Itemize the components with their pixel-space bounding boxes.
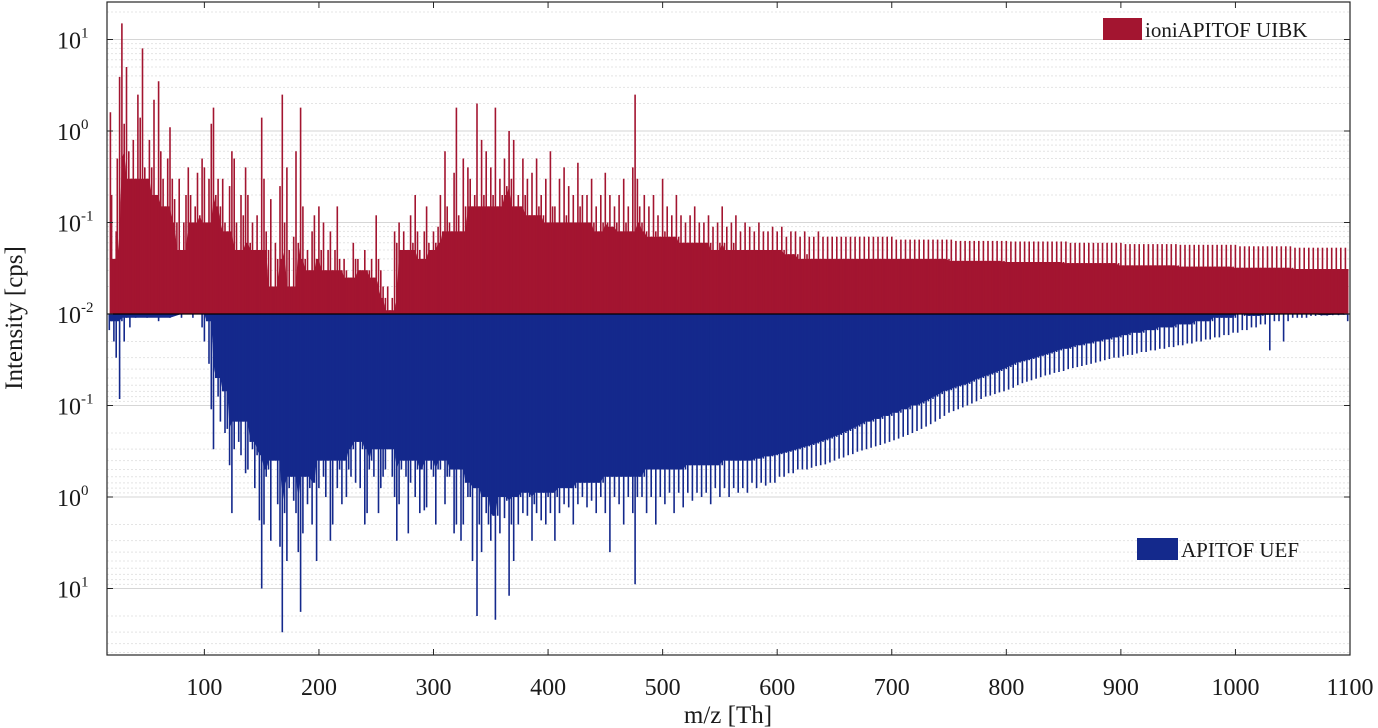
x-tick-label: 1000 — [1211, 675, 1259, 701]
y-axis-title: Intensity [cps] — [1, 246, 28, 390]
x-tick-label: 1100 — [1326, 675, 1373, 701]
y-tick-label: 100 — [57, 117, 89, 146]
series-ioniapitof-uibk-bars — [109, 23, 1349, 314]
x-tick-label: 100 — [186, 675, 222, 701]
y-tick-label: 10-1 — [57, 209, 94, 238]
y-tick-label: 10-2 — [57, 300, 94, 329]
x-tick-label: 500 — [645, 675, 681, 701]
y-tick-label: 10-1 — [57, 392, 94, 421]
legend-ioniapitof-uibk: ioniAPITOF UIBK — [1103, 18, 1307, 42]
x-tick-label: 800 — [988, 675, 1024, 701]
legend-label-ioniapitof-uibk: ioniAPITOF UIBK — [1145, 18, 1307, 42]
y-tick-label: 101 — [57, 575, 89, 604]
legend-swatch-ioniapitof-uibk — [1103, 18, 1142, 40]
series-apitof-uef-bars — [108, 314, 1349, 633]
grid-lines — [107, 11, 1350, 653]
y-tick-label: 100 — [57, 483, 89, 512]
x-tick-label: 600 — [759, 675, 795, 701]
x-tick-label: 200 — [301, 675, 337, 701]
x-tick-label: 400 — [530, 675, 566, 701]
x-tick-label: 900 — [1103, 675, 1139, 701]
y-tick-label: 101 — [57, 26, 89, 55]
y-tick-labels: 101 100 10-1 10-2 10-1 100 101 — [57, 26, 94, 604]
legend-swatch-apitof-uef — [1137, 538, 1178, 560]
x-tick-label: 300 — [416, 675, 452, 701]
x-tick-labels: 100 200 300 400 500 600 700 800 900 1000 1100 — [186, 675, 1373, 701]
x-axis-title: m/z [Th] — [684, 702, 772, 728]
x-tick-label: 700 — [874, 675, 910, 701]
plot-frame — [106, 1, 1351, 656]
legend-label-apitof-uef: APITOF UEF — [1181, 538, 1299, 562]
legend-apitof-uef: APITOF UEF — [1137, 538, 1299, 562]
axis-ticks — [107, 2, 1351, 655]
